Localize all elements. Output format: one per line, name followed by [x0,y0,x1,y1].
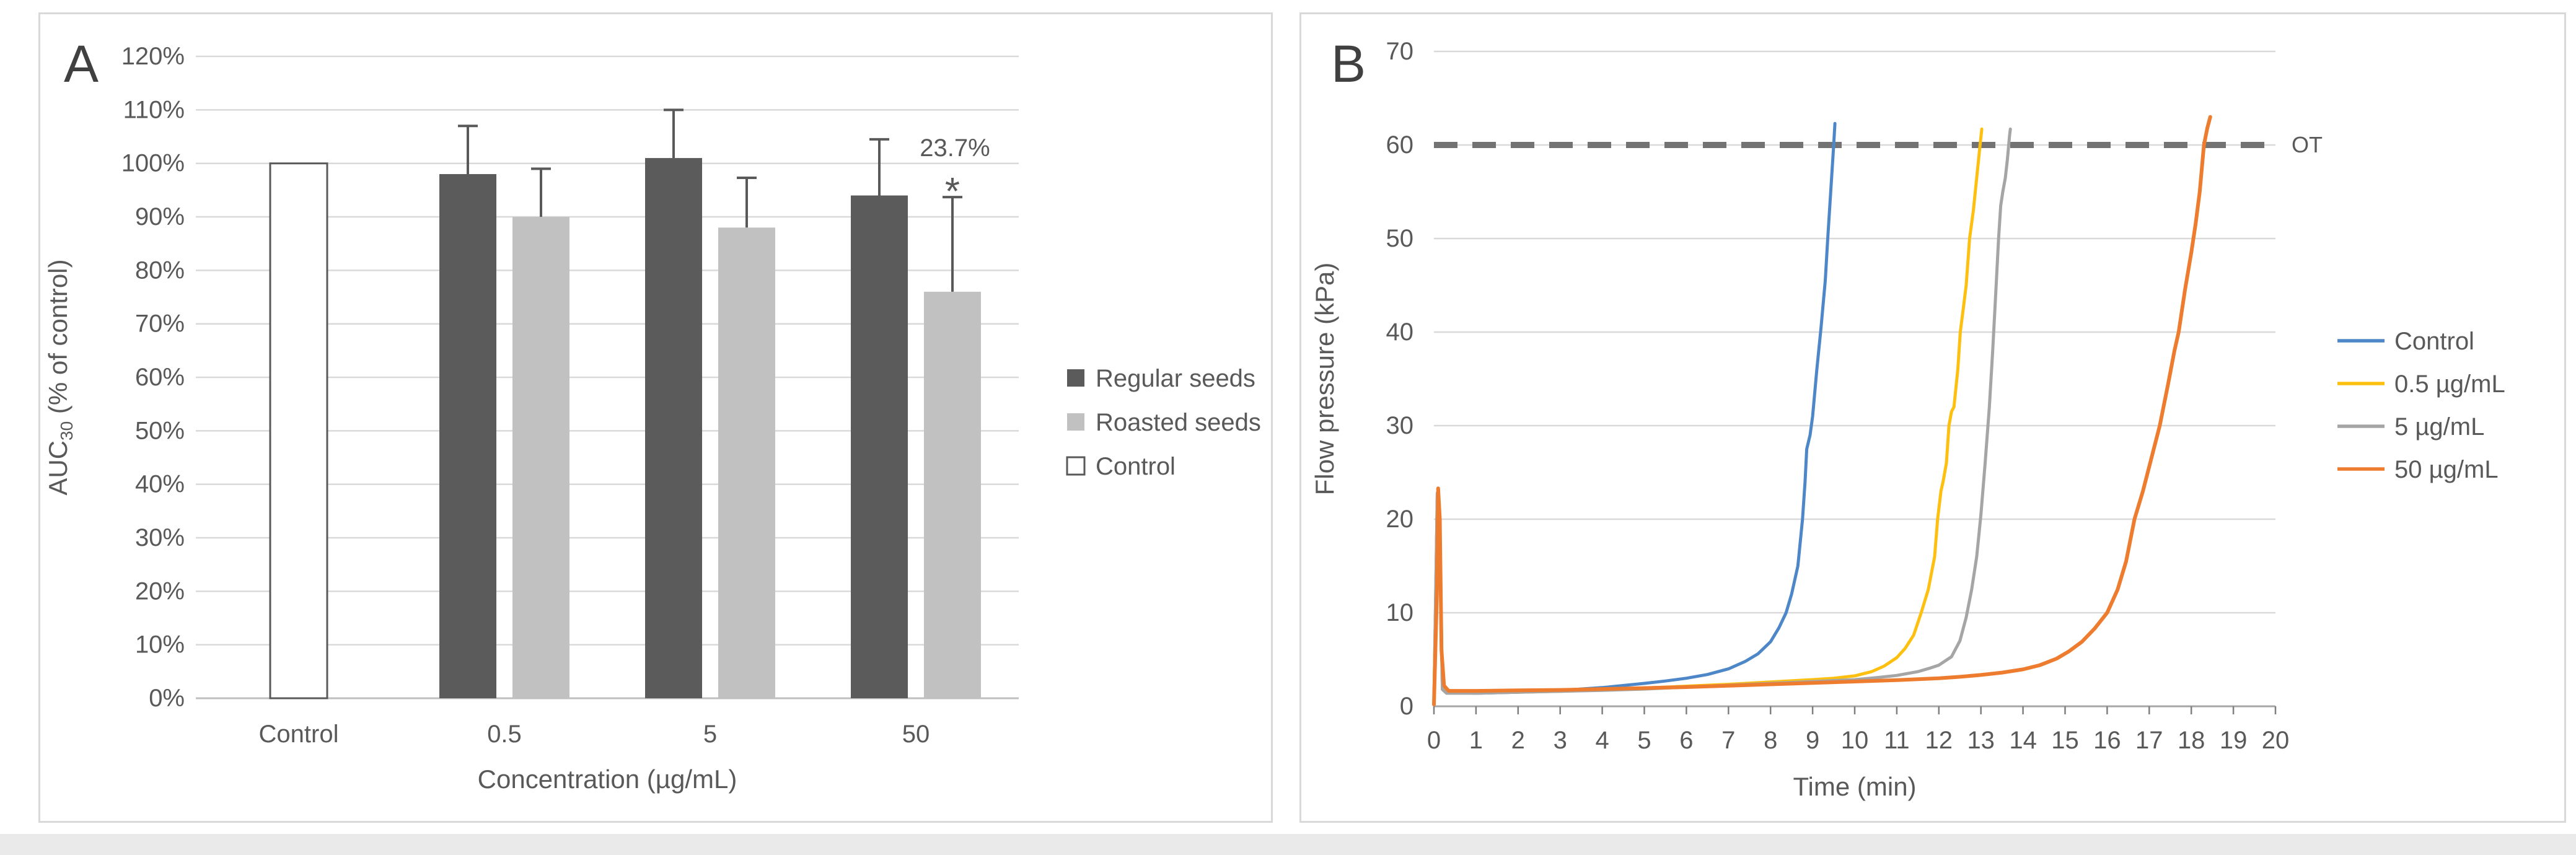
page-bottom-strip [0,834,2576,855]
panel-b: B [1299,12,2566,823]
panel-a-label: A [64,35,99,93]
panel-b-label: B [1331,35,1366,93]
panel-a: A [38,12,1273,823]
